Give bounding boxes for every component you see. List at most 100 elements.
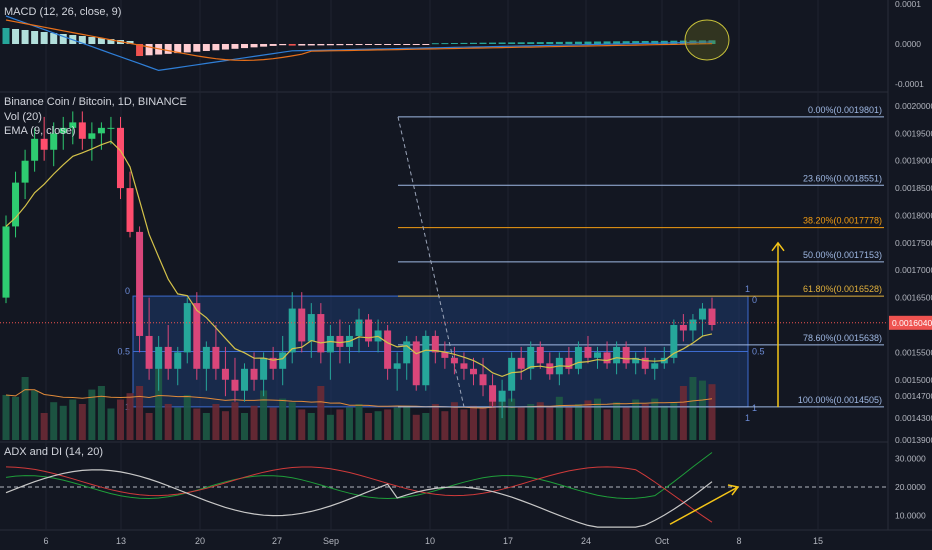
candle-body[interactable] bbox=[384, 330, 392, 369]
candle-body[interactable] bbox=[527, 346, 535, 369]
candle-body[interactable] bbox=[202, 346, 210, 369]
volume-bar bbox=[527, 404, 535, 440]
candle-body[interactable] bbox=[183, 303, 191, 353]
candle-body[interactable] bbox=[231, 379, 239, 391]
candle-body[interactable] bbox=[336, 335, 344, 347]
volume-bar bbox=[298, 409, 306, 440]
candle-body[interactable] bbox=[450, 357, 458, 364]
volume-bar bbox=[374, 411, 382, 440]
candle-body[interactable] bbox=[546, 363, 554, 375]
volume-bar bbox=[260, 390, 268, 440]
candle-body[interactable] bbox=[212, 346, 220, 369]
adx-line bbox=[5, 469, 713, 528]
volume-bar bbox=[155, 363, 163, 440]
candle-body[interactable] bbox=[594, 352, 602, 358]
candle-body[interactable] bbox=[403, 341, 411, 364]
candle-body[interactable] bbox=[50, 133, 58, 150]
candle-body[interactable] bbox=[269, 357, 277, 369]
macd-label[interactable]: MACD (12, 26, close, 9) bbox=[4, 6, 122, 18]
candle-body[interactable] bbox=[69, 122, 77, 128]
fib-level-label: 50.00%(0.0017153) bbox=[803, 250, 882, 260]
candle-body[interactable] bbox=[565, 357, 573, 369]
candle-body[interactable] bbox=[97, 127, 105, 134]
candle-body[interactable] bbox=[679, 325, 687, 331]
candle-body[interactable] bbox=[670, 325, 678, 358]
candle-body[interactable] bbox=[21, 160, 29, 183]
candle-body[interactable] bbox=[193, 303, 201, 369]
indicator-ema-label[interactable]: EMA (9, close) bbox=[4, 125, 76, 137]
macd-histogram-bar bbox=[279, 44, 287, 46]
candle-body[interactable] bbox=[441, 352, 449, 358]
candle-body[interactable] bbox=[698, 308, 706, 320]
candle-body[interactable] bbox=[708, 308, 716, 325]
volume-bar bbox=[116, 399, 124, 440]
candle-body[interactable] bbox=[107, 127, 115, 129]
volume-bar bbox=[183, 395, 191, 440]
macd-histogram-bar bbox=[651, 40, 659, 44]
macd-histogram-bar bbox=[431, 43, 439, 45]
candle-body[interactable] bbox=[393, 363, 401, 369]
candle-body[interactable] bbox=[412, 341, 420, 386]
candle-body[interactable] bbox=[641, 357, 649, 369]
x-tick-label: 8 bbox=[736, 536, 741, 546]
candle-body[interactable] bbox=[164, 346, 172, 369]
candle-body[interactable] bbox=[116, 127, 124, 189]
candle-body[interactable] bbox=[88, 133, 96, 139]
candle-body[interactable] bbox=[517, 357, 525, 369]
candle-body[interactable] bbox=[145, 335, 153, 369]
volume-bar bbox=[632, 399, 640, 440]
candle-body[interactable] bbox=[574, 346, 582, 369]
candle-body[interactable] bbox=[59, 127, 67, 134]
macd-histogram-bar bbox=[613, 41, 621, 44]
price-axis-label: 0.0020000 bbox=[895, 101, 932, 111]
macd-histogram-bar bbox=[422, 44, 430, 45]
candle-body[interactable] bbox=[365, 319, 373, 342]
candle-body[interactable] bbox=[78, 122, 86, 139]
candle-body[interactable] bbox=[2, 226, 10, 298]
candle-body[interactable] bbox=[651, 363, 659, 369]
candle-body[interactable] bbox=[498, 390, 506, 402]
candle-body[interactable] bbox=[250, 368, 258, 380]
volume-bar bbox=[69, 399, 77, 440]
candle-body[interactable] bbox=[221, 368, 229, 380]
candle-body[interactable] bbox=[584, 346, 592, 358]
macd-histogram-bar bbox=[527, 42, 535, 44]
candle-body[interactable] bbox=[508, 357, 516, 391]
candle-body[interactable] bbox=[241, 368, 249, 391]
volume-bar bbox=[393, 407, 401, 440]
range-box-label: 0 bbox=[125, 286, 130, 296]
adx-label[interactable]: ADX and DI (14, 20) bbox=[4, 446, 104, 458]
candle-body[interactable] bbox=[489, 385, 497, 402]
candle-body[interactable] bbox=[307, 314, 315, 342]
candle-body[interactable] bbox=[174, 352, 182, 369]
candle-body[interactable] bbox=[155, 346, 163, 369]
volume-bar bbox=[508, 398, 516, 440]
candle-body[interactable] bbox=[12, 182, 20, 227]
candle-body[interactable] bbox=[422, 335, 430, 386]
candle-body[interactable] bbox=[469, 368, 477, 375]
candle-body[interactable] bbox=[355, 319, 363, 336]
candle-body[interactable] bbox=[460, 363, 468, 369]
candle-body[interactable] bbox=[536, 346, 544, 364]
candle-body[interactable] bbox=[279, 352, 287, 369]
candle-body[interactable] bbox=[260, 357, 268, 380]
volume-bar bbox=[670, 402, 678, 440]
macd-histogram-bar bbox=[78, 36, 86, 44]
candle-body[interactable] bbox=[622, 346, 630, 364]
candle-body[interactable] bbox=[613, 346, 621, 364]
candle-body[interactable] bbox=[689, 319, 697, 331]
indicator-vol-label[interactable]: Vol (20) bbox=[4, 111, 42, 123]
candle-body[interactable] bbox=[479, 374, 487, 386]
candle-body[interactable] bbox=[632, 357, 640, 364]
candle-body[interactable] bbox=[603, 352, 611, 364]
candle-body[interactable] bbox=[298, 308, 306, 342]
candle-body[interactable] bbox=[126, 188, 134, 232]
candle-body[interactable] bbox=[31, 138, 39, 161]
candle-body[interactable] bbox=[288, 308, 296, 353]
candle-body[interactable] bbox=[136, 231, 144, 336]
candle-body[interactable] bbox=[40, 138, 48, 150]
candle-body[interactable] bbox=[317, 314, 325, 353]
candle-body[interactable] bbox=[431, 335, 439, 353]
candle-body[interactable] bbox=[326, 335, 334, 353]
